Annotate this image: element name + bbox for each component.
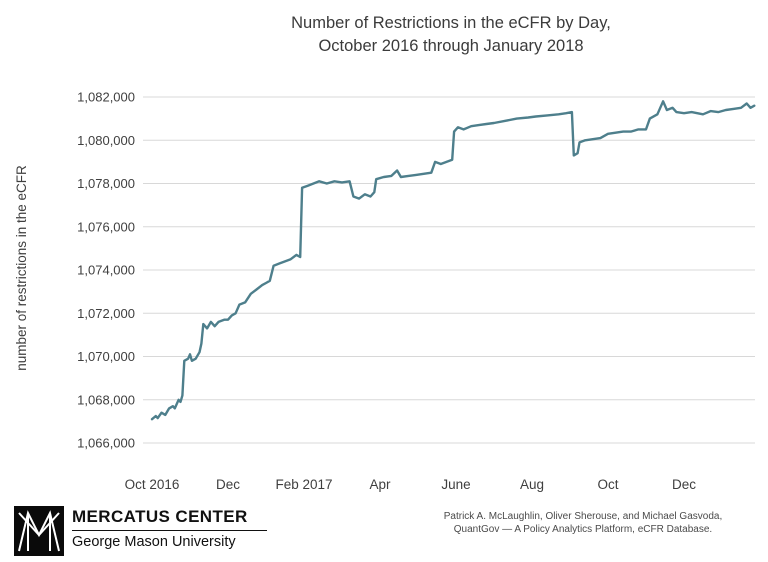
x-tick-label: Oct [597, 477, 618, 492]
chart-title-line-1: Number of Restrictions in the eCFR by Da… [291, 14, 611, 32]
org-divider [72, 530, 267, 531]
y-tick-label: 1,080,000 [77, 133, 135, 148]
mercatus-logo-icon [14, 506, 64, 556]
y-tick-label: 1,068,000 [77, 392, 135, 407]
org-name: MERCATUS CENTER [72, 507, 248, 526]
x-tick-label: Feb 2017 [275, 477, 332, 492]
chart-title-line-2: October 2016 through January 2018 [318, 37, 584, 55]
x-tick-label: Apr [369, 477, 391, 492]
line-chart: 1,082,000 1,080,000 1,078,000 1,076,000 1,07… [77, 90, 756, 492]
org-block: MERCATUS CENTER George Mason University [72, 506, 267, 552]
x-tick-label: Oct 2016 [125, 477, 180, 492]
x-tick-label: Aug [520, 477, 544, 492]
credit-text: Patrick A. McLaughlin, Oliver Sherouse, … [408, 510, 758, 536]
x-tick-label: Dec [216, 477, 240, 492]
x-tick-label: June [441, 477, 470, 492]
credit-line-2: QuantGov — A Policy Analytics Platform, … [453, 524, 713, 535]
y-tick-label: 1,074,000 [77, 263, 135, 278]
footer: MERCATUS CENTER George Mason University … [0, 502, 768, 562]
y-tick-label: 1,066,000 [77, 436, 135, 451]
y-tick-label: 1,070,000 [77, 349, 135, 364]
chart-title: Number of Restrictions in the eCFR by Da… [145, 12, 757, 58]
x-tick-label: Dec [672, 477, 696, 492]
y-tick-label: 1,082,000 [77, 90, 135, 105]
org-subtitle: George Mason University [72, 534, 236, 550]
credit-line-1: Patrick A. McLaughlin, Oliver Sherouse, … [443, 511, 723, 522]
y-tick-label: 1,072,000 [77, 306, 135, 321]
y-tick-label: 1,078,000 [77, 176, 135, 191]
chart-line [150, 100, 756, 421]
y-tick-label: 1,076,000 [77, 219, 135, 234]
